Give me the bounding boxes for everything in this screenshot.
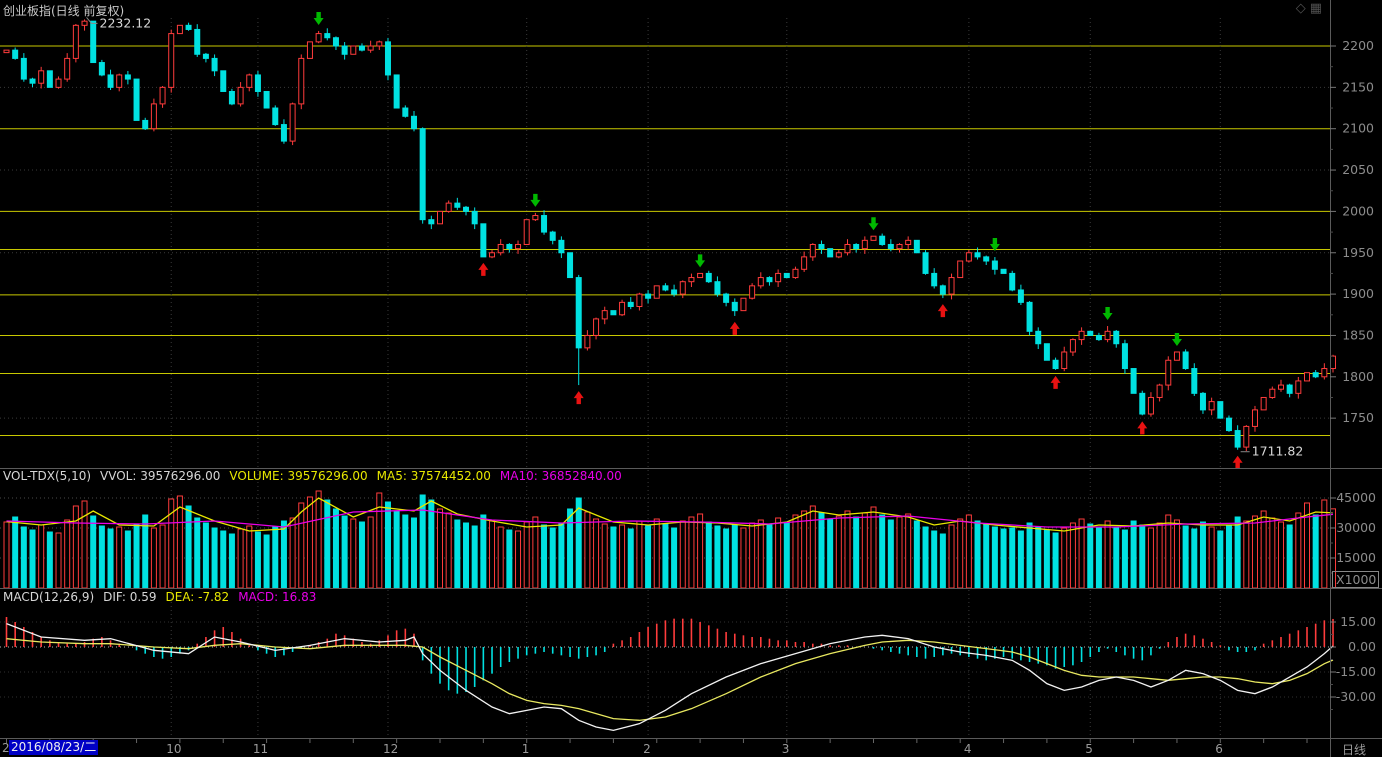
sell-signal-arrow <box>695 254 706 268</box>
month-label: 1 <box>521 742 530 756</box>
macd-hist-layer <box>5 616 1334 694</box>
svg-text:2232.12: 2232.12 <box>100 15 152 30</box>
month-label: 4 <box>963 742 972 756</box>
svg-text:1850: 1850 <box>1342 327 1374 342</box>
vol-indicator-name: VOL-TDX(5,10) <box>3 469 92 483</box>
window-corner-icons: ◇▦ <box>1296 1 1326 16</box>
volume-indicator-header: VOL-TDX(5,10) VVOL: 39576296.00 VOLUME: 39… <box>3 469 631 483</box>
svg-text:1900: 1900 <box>1342 286 1374 301</box>
svg-text:2000: 2000 <box>1342 203 1374 218</box>
chart-title: 创业板指(日线 前复权) <box>3 4 125 18</box>
svg-text:1750: 1750 <box>1342 410 1374 425</box>
svg-text:-30.00: -30.00 <box>1336 689 1376 704</box>
svg-text:2150: 2150 <box>1342 79 1374 94</box>
month-gridlines <box>170 18 1221 738</box>
sell-signal-arrow <box>1171 332 1182 346</box>
svg-text:1711.82: 1711.82 <box>1252 444 1304 459</box>
signal-arrows <box>313 11 1243 469</box>
volume-unit-box <box>1332 571 1379 588</box>
month-label: 6 <box>1215 742 1223 756</box>
period-label[interactable]: 日线 <box>1342 743 1367 757</box>
dea-value: DEA: -7.82 <box>165 590 230 604</box>
month-label: 10 <box>166 742 182 756</box>
macd-indicator-name: MACD(12,26,9) <box>3 590 95 604</box>
macd-indicator-header: MACD(12,26,9) DIF: 0.59 DEA: -7.82 MACD: 16… <box>3 590 325 604</box>
month-label: 2 <box>643 742 651 756</box>
right-axis: 2200 2150 2100 2050 2000 1950 1900 1850 1800 1750… <box>1330 38 1379 711</box>
buy-signal-arrow <box>478 262 489 276</box>
price-annotations: 2232.12 1711.82 <box>86 15 1304 459</box>
svg-text:15000: 15000 <box>1336 550 1376 565</box>
sell-signal-arrow <box>1102 307 1113 321</box>
axis-leading-char: 2 <box>2 741 10 755</box>
svg-text:1800: 1800 <box>1342 369 1374 384</box>
sell-signal-arrow <box>530 193 541 207</box>
svg-text:-15.00: -15.00 <box>1336 664 1376 679</box>
grid-icon[interactable]: ▦ <box>1309 1 1326 16</box>
sell-signal-arrow <box>313 11 324 25</box>
macd-lines <box>6 623 1334 732</box>
svg-text:2100: 2100 <box>1342 121 1374 136</box>
price-gridlines <box>0 45 1330 437</box>
vol-ma10-value: MA10: 36852840.00 <box>499 469 622 483</box>
vvol-value: VVOL: 39576296.00 <box>100 469 221 483</box>
svg-text:X1000: X1000 <box>1336 572 1376 587</box>
date-axis: 2 2016/08/23/二 日线 10 11 12 1 2 3 4 5 6 <box>0 739 1382 757</box>
svg-text:30000: 30000 <box>1336 520 1376 535</box>
volume-value: VOLUME: 39576296.00 <box>229 469 368 483</box>
sell-signal-arrow <box>989 238 1000 252</box>
dif-value: DIF: 0.59 <box>103 590 157 604</box>
svg-text:1950: 1950 <box>1342 245 1374 260</box>
svg-text:45000: 45000 <box>1336 490 1376 505</box>
month-label: 11 <box>252 742 269 756</box>
month-label: 3 <box>781 742 790 756</box>
buy-signal-arrow <box>729 321 740 335</box>
volume-ma-lines <box>6 497 1334 532</box>
sell-signal-arrow <box>868 217 879 231</box>
buy-signal-arrow <box>937 304 948 318</box>
buy-signal-arrow <box>1050 375 1061 389</box>
buy-signal-arrow <box>573 391 584 405</box>
svg-text:0.00: 0.00 <box>1348 639 1376 654</box>
buy-signal-arrow <box>1137 421 1148 435</box>
macd-value: MACD: 16.83 <box>238 590 317 604</box>
svg-text:2050: 2050 <box>1342 162 1374 177</box>
svg-text:2200: 2200 <box>1342 38 1374 53</box>
diamond-icon[interactable]: ◇ <box>1295 1 1310 16</box>
volume-bars-layer <box>3 490 1337 589</box>
month-label: 5 <box>1085 742 1093 756</box>
svg-text:15.00: 15.00 <box>1340 614 1376 629</box>
selected-date-badge: 2016/08/23/二 <box>9 740 99 755</box>
buy-signal-arrow <box>1232 455 1243 469</box>
vol-ma5-value: MA5: 37574452.00 <box>376 469 491 483</box>
date-axis-ticks <box>6 739 1308 743</box>
candles-layer <box>3 19 1337 452</box>
month-label: 12 <box>382 742 399 756</box>
